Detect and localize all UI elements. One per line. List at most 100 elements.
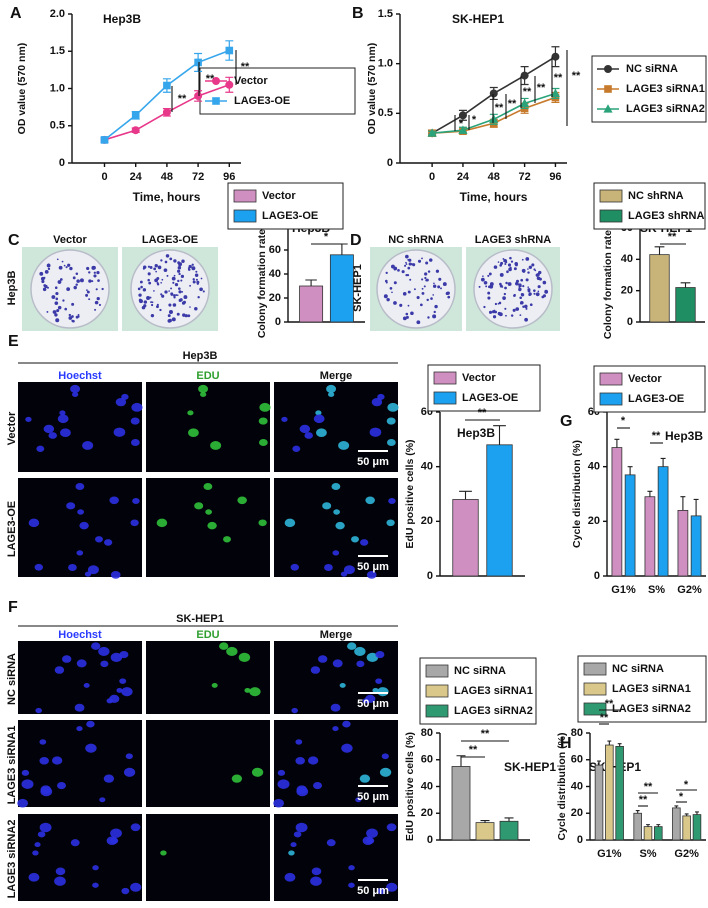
nucleus (347, 642, 357, 650)
nucleus (377, 393, 385, 400)
nucleus (91, 642, 101, 650)
colony (149, 296, 152, 299)
nucleus (72, 391, 79, 398)
colony (446, 291, 450, 295)
colony (487, 296, 491, 300)
column-label: EDU (196, 370, 219, 382)
micrograph (18, 814, 142, 901)
nucleus (59, 410, 66, 416)
nucleus (291, 707, 298, 714)
colony (189, 265, 192, 268)
colony (55, 318, 60, 323)
nucleus (328, 391, 335, 398)
colony (497, 261, 500, 263)
colony (407, 266, 411, 270)
bar (654, 826, 663, 841)
colony (93, 271, 96, 274)
x-tick-label: 96 (549, 171, 561, 183)
nucleus (130, 823, 141, 832)
bar (690, 515, 702, 577)
x-tick-label: G1% (611, 584, 636, 596)
nucleus (86, 720, 95, 728)
colony (433, 282, 435, 285)
micrograph (18, 478, 142, 577)
colony (519, 314, 522, 317)
chart-title: SK-HEP1 (504, 760, 556, 774)
y-axis-label: Cycle distribution (%) (571, 440, 583, 548)
x-tick-label: S% (648, 584, 665, 596)
error-bar (617, 743, 622, 747)
colony (536, 276, 541, 281)
legend-label: LAGE3 siRNA2 (612, 703, 691, 715)
colony (393, 281, 397, 285)
y-axis-label: EdU positive cells (%) (404, 439, 416, 548)
colony (170, 292, 174, 296)
colony (194, 273, 199, 277)
colony (424, 272, 428, 276)
nucleus (123, 767, 136, 777)
bar (692, 814, 702, 841)
y-tick-label: 80 (421, 727, 433, 739)
nucleus (132, 497, 140, 505)
nucleus (76, 726, 83, 732)
colony (405, 254, 409, 259)
colony (153, 267, 157, 271)
error-bar (647, 490, 653, 497)
x-tick-label: G2% (677, 584, 702, 596)
nucleus (258, 519, 267, 527)
nucleus (326, 839, 336, 847)
panel-letter: C (8, 232, 20, 249)
colony (199, 287, 203, 292)
scale-bar-label: 50 μm (357, 885, 389, 897)
legend-swatch (425, 684, 449, 698)
colony (150, 303, 154, 307)
legend-label: LAGE3 siRNA1 (626, 83, 705, 95)
colony (505, 314, 507, 317)
nucleus (194, 502, 204, 510)
significance-label: ** (481, 728, 490, 740)
colony (76, 279, 80, 283)
colony (54, 286, 58, 289)
nucleus (130, 438, 140, 446)
nucleus (35, 707, 42, 714)
column-label: NC shRNA (388, 234, 444, 246)
x-tick-label: 48 (161, 171, 173, 183)
marker (194, 58, 202, 67)
colony (384, 279, 388, 283)
colony (412, 263, 416, 267)
colony (478, 285, 481, 288)
nucleus (355, 797, 362, 803)
nucleus (200, 391, 207, 398)
colony (531, 263, 535, 267)
x-tick-label: 96 (223, 171, 235, 183)
colony (59, 278, 63, 281)
colony (156, 276, 160, 280)
nucleus (387, 402, 399, 412)
colony (46, 263, 51, 268)
nucleus (288, 850, 295, 856)
colony (143, 300, 148, 304)
x-tick-label: 0 (101, 171, 107, 183)
colony (534, 269, 537, 272)
colony (147, 278, 150, 282)
colony (41, 279, 45, 284)
bar (682, 815, 691, 841)
y-tick-label: 1.5 (378, 8, 393, 20)
colony (57, 280, 62, 284)
colony (528, 265, 533, 269)
colony (424, 276, 427, 280)
colony (524, 304, 528, 309)
colony (180, 279, 183, 282)
colony (39, 271, 44, 276)
colony (402, 292, 407, 296)
colony (191, 263, 194, 266)
nucleus (75, 482, 85, 490)
nucleus (377, 887, 386, 895)
bar (643, 826, 653, 841)
chart-title: SK-HEP1 (452, 12, 504, 26)
colony (393, 268, 396, 271)
nucleus (317, 655, 328, 663)
y-tick-label: 0 (627, 316, 633, 328)
colony (416, 320, 421, 325)
nucleus (121, 687, 133, 697)
